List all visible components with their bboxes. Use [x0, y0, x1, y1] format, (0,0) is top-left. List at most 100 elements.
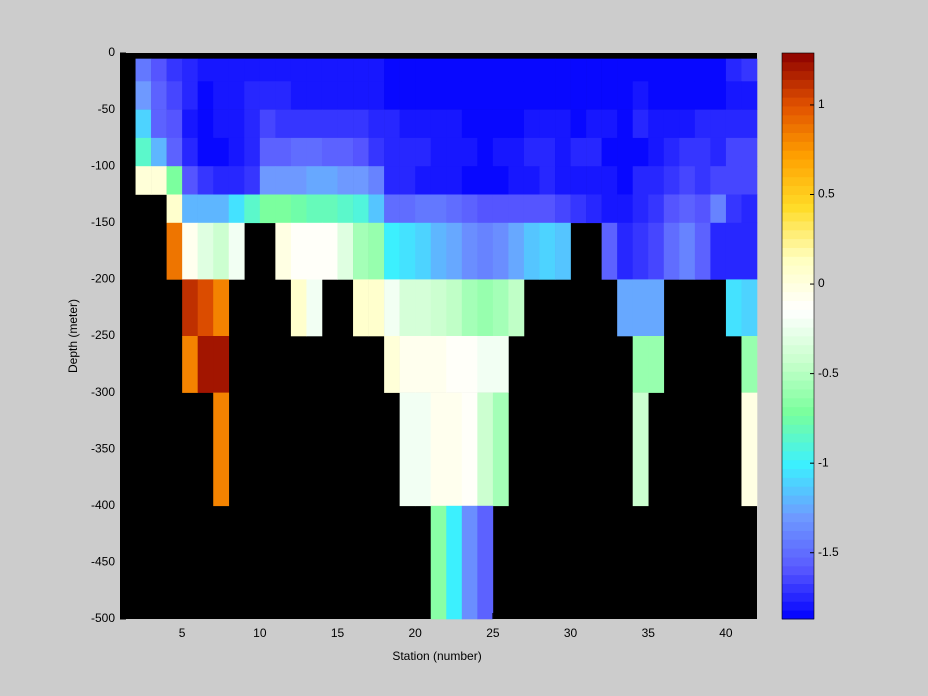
cell	[182, 222, 198, 280]
colorbar-swatch	[782, 265, 814, 275]
cell	[679, 222, 696, 280]
cell	[353, 194, 369, 224]
cell	[213, 58, 230, 82]
cell	[430, 505, 447, 620]
cell	[446, 279, 463, 337]
axes: 5 10 15 20 25 30 35 40 0 -50 -100 -150 -200 -250 -300 -…	[91, 45, 733, 640]
colorbar-swatch	[782, 397, 814, 408]
cell	[461, 166, 478, 195]
cell	[306, 81, 323, 110]
cell	[306, 194, 323, 224]
cell	[617, 166, 634, 195]
cell	[182, 194, 198, 224]
cell	[384, 109, 400, 139]
cell	[648, 137, 665, 167]
cell	[663, 222, 680, 280]
x-tick-label: 5	[179, 626, 186, 640]
cell	[570, 137, 587, 167]
cell	[321, 222, 338, 280]
cell	[228, 58, 245, 82]
cell	[290, 137, 307, 167]
cell	[197, 137, 214, 167]
colorbar-tick-label: -1	[818, 455, 829, 469]
cell	[508, 222, 525, 280]
cell	[228, 166, 245, 195]
cell	[710, 58, 727, 82]
cell	[430, 137, 447, 167]
cell	[539, 137, 556, 167]
colorbar-swatch	[782, 256, 814, 266]
colorbar-swatch	[782, 459, 814, 470]
cell	[430, 336, 447, 393]
cell	[337, 194, 354, 224]
cell	[213, 194, 230, 224]
cell	[368, 58, 385, 82]
cell	[244, 58, 261, 82]
cell	[353, 81, 369, 110]
colorbar-swatch	[782, 504, 814, 514]
colorbar-tick-label: 0.5	[818, 187, 835, 201]
x-tick-label: 35	[642, 626, 656, 640]
x-tick-label: 25	[486, 626, 500, 640]
cell	[290, 279, 307, 337]
cell	[446, 194, 463, 224]
colorbar-swatch	[782, 389, 814, 399]
y-tick-label: -200	[91, 272, 115, 286]
cell	[306, 166, 323, 195]
cell	[570, 81, 587, 110]
cell	[586, 81, 602, 110]
cell	[213, 137, 230, 167]
cell	[306, 109, 323, 139]
cell	[492, 279, 509, 337]
cell	[337, 166, 354, 195]
colorbar-swatch	[782, 159, 814, 169]
cell	[151, 81, 167, 110]
cell	[741, 137, 758, 167]
colorbar-swatch	[782, 229, 814, 240]
cell	[632, 137, 649, 167]
colorbar-swatch	[782, 247, 814, 257]
cell	[384, 336, 400, 393]
cell	[197, 81, 214, 110]
cell	[710, 109, 727, 139]
colorbar-tick-label: 0	[818, 276, 825, 290]
cell	[275, 137, 292, 167]
cell	[430, 279, 447, 337]
cell	[648, 109, 665, 139]
colorbar-swatch	[782, 371, 814, 381]
cell	[384, 279, 400, 337]
cell	[632, 109, 649, 139]
colorbar-swatch	[782, 539, 814, 549]
cell	[415, 222, 432, 280]
cell	[523, 166, 540, 195]
cell	[477, 222, 494, 280]
colorbar-swatch	[782, 167, 814, 178]
cell	[679, 166, 696, 195]
cell	[244, 166, 261, 195]
colorbar-swatch	[782, 309, 814, 319]
colorbar-swatch	[782, 300, 814, 310]
cell	[694, 194, 711, 224]
cell	[384, 194, 400, 224]
cell	[368, 109, 385, 139]
cell	[213, 109, 230, 139]
y-tick-label: -100	[91, 158, 115, 172]
cell	[446, 166, 463, 195]
cell	[725, 166, 742, 195]
cell	[586, 58, 602, 82]
cell	[399, 109, 416, 139]
cell	[197, 279, 214, 337]
cell	[182, 109, 198, 139]
cell	[321, 58, 338, 82]
cell	[399, 336, 416, 393]
cell	[492, 222, 509, 280]
cell	[446, 336, 463, 393]
colorbar-swatch	[782, 212, 814, 222]
cell	[710, 166, 727, 195]
cell	[415, 81, 432, 110]
cells	[135, 58, 758, 620]
cell	[384, 166, 400, 195]
cell	[228, 137, 245, 167]
cell	[166, 109, 183, 139]
cell	[446, 505, 463, 620]
